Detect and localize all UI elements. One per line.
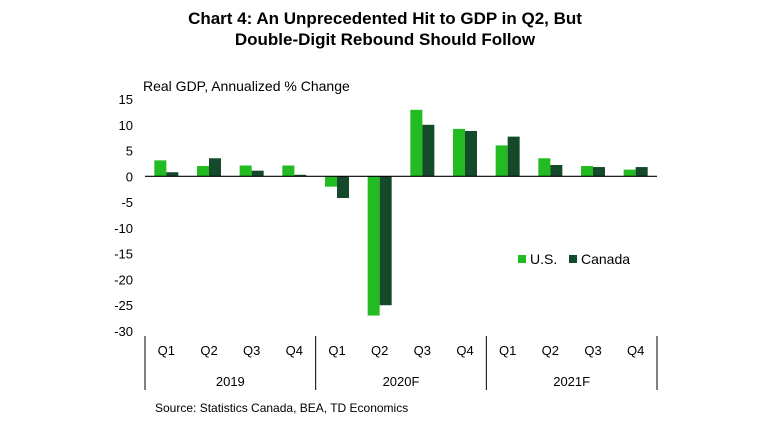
- bar-us-8: [495, 145, 508, 177]
- bar-us-6: [410, 109, 423, 177]
- x-group-label: 2020F: [383, 374, 420, 389]
- y-axis-label: Real GDP, Annualized % Change: [143, 78, 350, 94]
- y-tick-label: -20: [114, 272, 133, 287]
- bar-us-3: [282, 165, 295, 177]
- x-tick-label: Q3: [584, 343, 601, 358]
- bar-canada-10: [593, 167, 605, 177]
- y-tick-label: -30: [114, 324, 133, 339]
- y-tick-label: -15: [114, 247, 133, 262]
- x-axis: Q1 Q2 Q3 Q4 Q1 Q2 Q3 Q4 Q1 Q2 Q3 Q4 2019 2020F 2021F: [144, 175, 658, 390]
- bar-canada-3: [294, 174, 307, 177]
- bar-us-2: [239, 165, 252, 177]
- bar-canada-2: [251, 170, 264, 177]
- legend-swatch: [518, 255, 526, 263]
- bar-canada-0: [166, 172, 179, 177]
- bar-us-4: [325, 176, 337, 187]
- source-note: Source: Statistics Canada, BEA, TD Econo…: [155, 401, 409, 415]
- bar-us-5: [367, 176, 380, 316]
- bar-canada-9: [550, 164, 563, 177]
- x-tick-label: Q2: [542, 343, 559, 358]
- bar-us-0: [154, 160, 167, 177]
- bar-us-7: [453, 128, 465, 177]
- x-tick-label: Q1: [328, 343, 345, 358]
- x-tick-label: Q3: [243, 343, 260, 358]
- x-tick-label: Q1: [158, 343, 175, 358]
- y-tick-label: 0: [126, 169, 133, 184]
- y-tick-label: 15: [119, 92, 133, 107]
- legend-label: U.S.: [530, 251, 557, 267]
- y-tick-label: 5: [126, 144, 133, 159]
- bar-canada-1: [209, 158, 221, 177]
- x-tick-label: Q2: [200, 343, 217, 358]
- bars: [154, 109, 648, 316]
- bar-us-10: [581, 166, 593, 177]
- bar-us-9: [538, 158, 551, 177]
- x-group-label: 2019: [216, 374, 245, 389]
- bar-canada-4: [337, 176, 349, 198]
- y-tick-label: -25: [114, 298, 133, 313]
- y-tick-label: -10: [114, 221, 133, 236]
- bar-us-1: [197, 166, 209, 177]
- y-tick-label: 10: [119, 118, 133, 133]
- bar-canada-11: [635, 167, 648, 177]
- y-tick-label: -5: [121, 195, 133, 210]
- x-tick-label: Q3: [414, 343, 431, 358]
- x-tick-label: Q4: [627, 343, 644, 358]
- x-tick-label: Q4: [456, 343, 473, 358]
- x-tick-label: Q4: [286, 343, 303, 358]
- chart-title: Chart 4: An Unprecedented Hit to GDP in …: [0, 8, 770, 50]
- legend-label: Canada: [581, 251, 630, 267]
- x-group-label: 2021F: [553, 374, 590, 389]
- chart-title-line-2: Double-Digit Rebound Should Follow: [234, 30, 536, 49]
- bar-canada-7: [465, 130, 477, 177]
- x-tick-label: Q2: [371, 343, 388, 358]
- legend-swatch: [569, 255, 577, 263]
- legend: U.S. Canada: [518, 251, 630, 267]
- bar-us-11: [623, 169, 636, 177]
- chart-title-line-1: Chart 4: An Unprecedented Hit to GDP in …: [188, 9, 582, 28]
- bar-canada-8: [507, 136, 520, 177]
- x-tick-label: Q1: [499, 343, 516, 358]
- bar-canada-5: [379, 176, 392, 306]
- y-axis: 15 10 5 0 -5 -10 -15 -20 -25 -30: [114, 92, 133, 339]
- bar-canada-6: [422, 124, 435, 177]
